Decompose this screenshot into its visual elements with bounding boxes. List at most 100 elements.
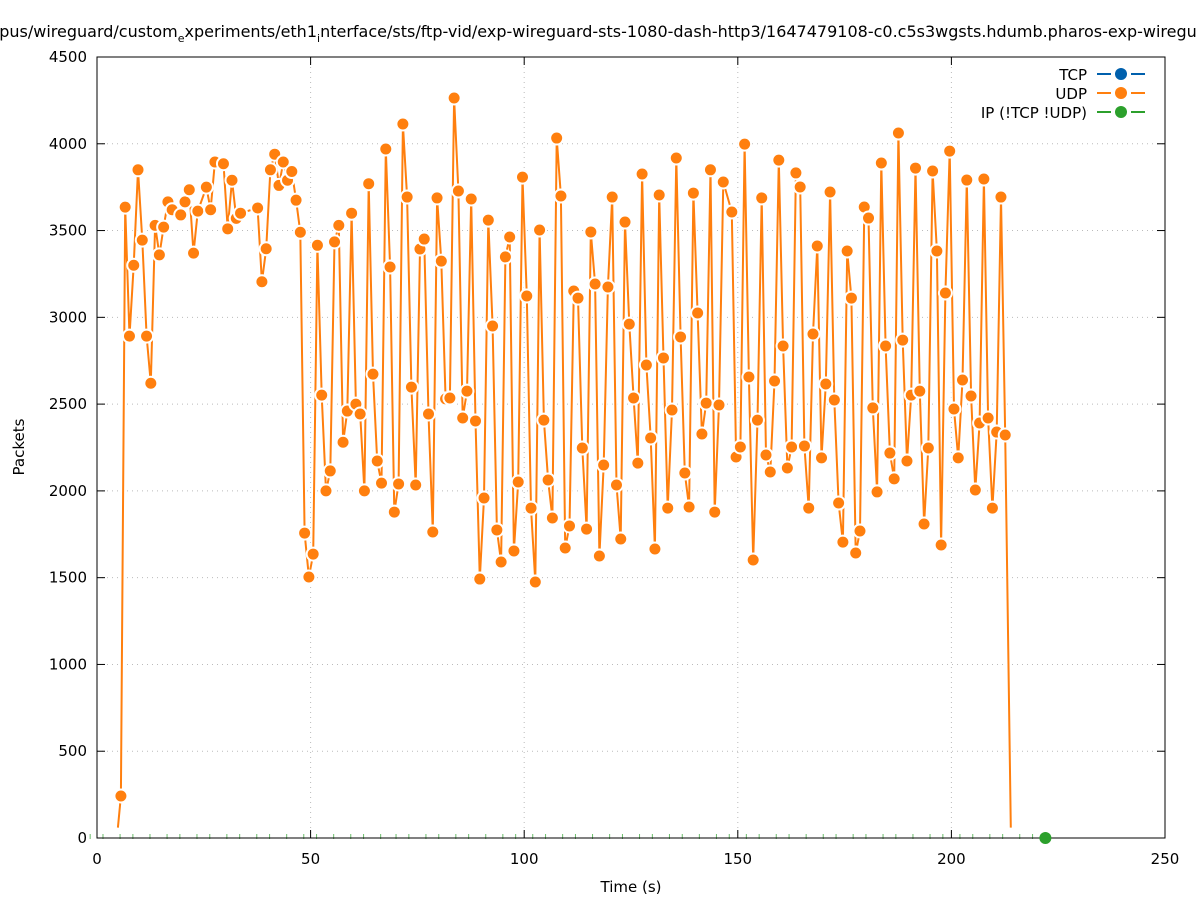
udp-data-point	[788, 165, 804, 181]
udp-data-point	[391, 476, 407, 492]
udp-data-point	[549, 130, 565, 146]
udp-data-point	[886, 471, 902, 487]
udp-data-point	[818, 376, 834, 392]
udp-data-point	[643, 430, 659, 446]
udp-data-point	[262, 162, 278, 178]
udp-data-point	[335, 434, 351, 450]
udp-data-point	[519, 288, 535, 304]
udp-data-point	[143, 375, 159, 391]
udp-data-point	[933, 537, 949, 553]
udp-data-point	[878, 338, 894, 354]
udp-data-point	[369, 453, 385, 469]
y-tick-label: 2000	[49, 482, 87, 500]
udp-data-point	[421, 406, 437, 422]
y-tick-label: 2500	[49, 395, 87, 413]
udp-series-points	[113, 90, 1013, 804]
udp-data-point	[301, 569, 317, 585]
legend-swatch-ip	[1097, 106, 1145, 118]
udp-data-point	[472, 571, 488, 587]
udp-data-point	[314, 387, 330, 403]
udp-data-point	[561, 518, 577, 534]
udp-data-point	[749, 412, 765, 428]
legend-label-udp: UDP	[1055, 85, 1087, 103]
plot-border	[96, 56, 1166, 839]
udp-data-point	[297, 525, 313, 541]
udp-data-point	[224, 172, 240, 188]
udp-data-point	[980, 410, 996, 426]
udp-data-point	[869, 484, 885, 500]
udp-data-point	[796, 438, 812, 454]
udp-data-point	[600, 279, 616, 295]
udp-data-point	[967, 482, 983, 498]
ip-series-points	[1039, 832, 1052, 844]
udp-data-point	[523, 500, 539, 516]
udp-data-point	[514, 169, 530, 185]
udp-data-point	[630, 455, 646, 471]
udp-data-point	[873, 155, 889, 171]
udp-data-point	[203, 202, 219, 218]
udp-data-point	[805, 326, 821, 342]
udp-data-point	[664, 402, 680, 418]
udp-data-point	[579, 521, 595, 537]
axes: 0 500 1000 1500 2000 2500 3000 3500 4000 4500 0 50 1…	[49, 48, 1180, 868]
legend-swatch-tcp	[1097, 68, 1145, 80]
udp-data-point	[814, 450, 830, 466]
udp-data-point	[327, 234, 343, 250]
udp-data-point	[677, 465, 693, 481]
x-tick-label: 50	[301, 850, 320, 868]
udp-data-point	[416, 231, 432, 247]
udp-data-point	[651, 187, 667, 203]
x-tick-label: 200	[937, 850, 966, 868]
udp-data-point	[984, 500, 1000, 516]
udp-data-point	[865, 400, 881, 416]
title-part: nterface/sts/ftp-vid/exp-wireguard-sts-1…	[320, 22, 1197, 41]
udp-data-point	[775, 338, 791, 354]
udp-data-point	[378, 141, 394, 157]
y-tick-label: 500	[58, 742, 87, 760]
udp-data-point	[493, 554, 509, 570]
udp-data-point	[724, 204, 740, 220]
udp-data-point	[220, 221, 236, 237]
udp-data-point	[215, 156, 231, 172]
udp-data-point	[899, 453, 915, 469]
udp-data-point	[536, 412, 552, 428]
udp-data-point	[386, 504, 402, 520]
udp-data-point	[997, 427, 1013, 443]
udp-data-point	[591, 548, 607, 564]
udp-data-point	[532, 222, 548, 238]
udp-data-point	[365, 366, 381, 382]
udp-data-point	[570, 290, 586, 306]
udp-data-point	[767, 373, 783, 389]
udp-data-point	[685, 185, 701, 201]
udp-data-point	[732, 439, 748, 455]
udp-data-point	[993, 189, 1009, 205]
udp-data-point	[741, 369, 757, 385]
udp-data-point	[382, 259, 398, 275]
ip-data-point	[1039, 832, 1052, 844]
udp-data-point	[113, 788, 129, 804]
udp-data-point	[976, 171, 992, 187]
udp-data-point	[920, 440, 936, 456]
udp-data-point	[681, 499, 697, 515]
udp-data-point	[946, 401, 962, 417]
udp-data-point	[613, 531, 629, 547]
udp-data-point	[467, 413, 483, 429]
udp-data-point	[275, 154, 291, 170]
udp-data-point	[895, 332, 911, 348]
udp-data-point	[959, 172, 975, 188]
udp-data-point	[626, 390, 642, 406]
udp-data-point	[190, 203, 206, 219]
udp-data-point	[506, 543, 522, 559]
udp-data-point	[429, 190, 445, 206]
udp-data-point	[574, 440, 590, 456]
udp-data-point	[955, 372, 971, 388]
udp-data-point	[809, 238, 825, 254]
x-tick-label: 150	[723, 850, 752, 868]
udp-data-point	[942, 143, 958, 159]
udp-data-point	[463, 191, 479, 207]
udp-data-point	[485, 318, 501, 334]
udp-data-point	[621, 316, 637, 332]
udp-data-point	[852, 523, 868, 539]
udp-data-point	[361, 176, 377, 192]
